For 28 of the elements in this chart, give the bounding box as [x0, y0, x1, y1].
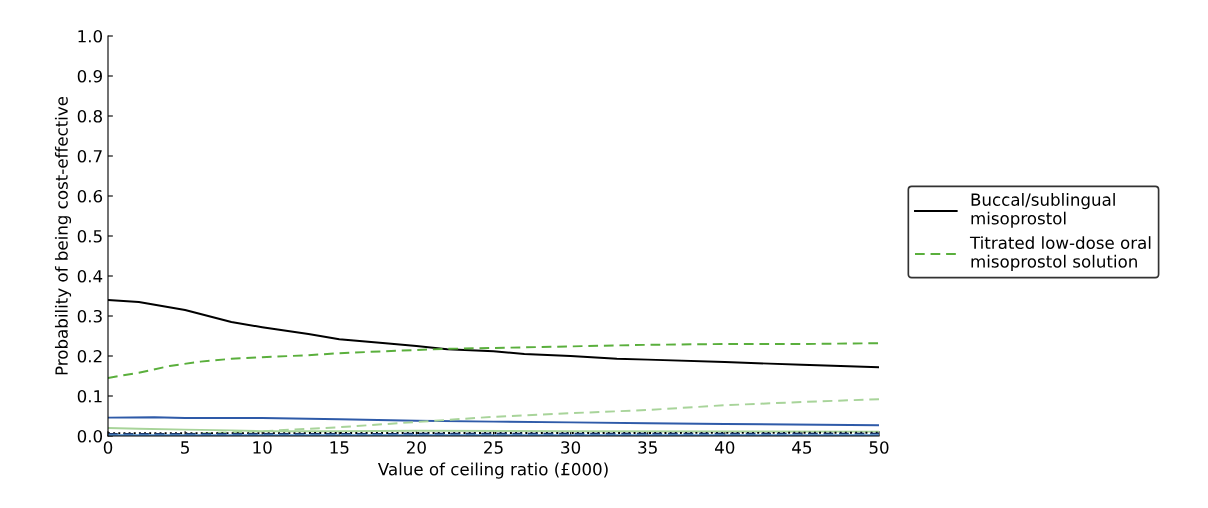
x-tick-label: 45: [792, 441, 812, 454]
x-tick-label: 10: [253, 441, 272, 454]
y-tick-label: 0.0: [77, 429, 103, 443]
x-tick-label: 0: [103, 441, 113, 454]
x-tick-label: 5: [181, 441, 189, 454]
y-tick-label: 0.6: [77, 189, 103, 203]
y-tick-label: 0.3: [77, 309, 102, 323]
y-axis-title: Probability of being cost-effective: [54, 96, 72, 375]
x-tick-label: 40: [715, 441, 735, 454]
legend-label: Titrated low-dose oral misoprostol solution: [969, 236, 1151, 271]
x-tick-label: 20: [407, 441, 426, 454]
y-tick-label: 0.4: [77, 269, 103, 283]
y-tick-label: 0.1: [77, 389, 102, 403]
y-tick-label: 0.2: [77, 349, 102, 363]
x-tick-label: 25: [484, 441, 503, 454]
x-tick-label: 15: [330, 441, 349, 454]
y-tick-label: 0.9: [77, 69, 102, 83]
x-tick-label: 50: [869, 441, 889, 454]
y-tick-label: 1.0: [78, 29, 103, 43]
legend-label: Buccal/sublingual misoprostol: [971, 193, 1115, 228]
line-series: [108, 416, 879, 427]
y-tick-label: 0.8: [77, 109, 102, 123]
x-tick-label: 35: [638, 441, 657, 454]
line-series: [108, 342, 879, 379]
y-tick-label: 0.7: [77, 149, 102, 163]
x-axis-title: Value of ceiling ratio (£000): [377, 462, 608, 479]
y-tick-label: 0.5: [77, 229, 102, 243]
x-tick-label: 30: [561, 441, 581, 454]
